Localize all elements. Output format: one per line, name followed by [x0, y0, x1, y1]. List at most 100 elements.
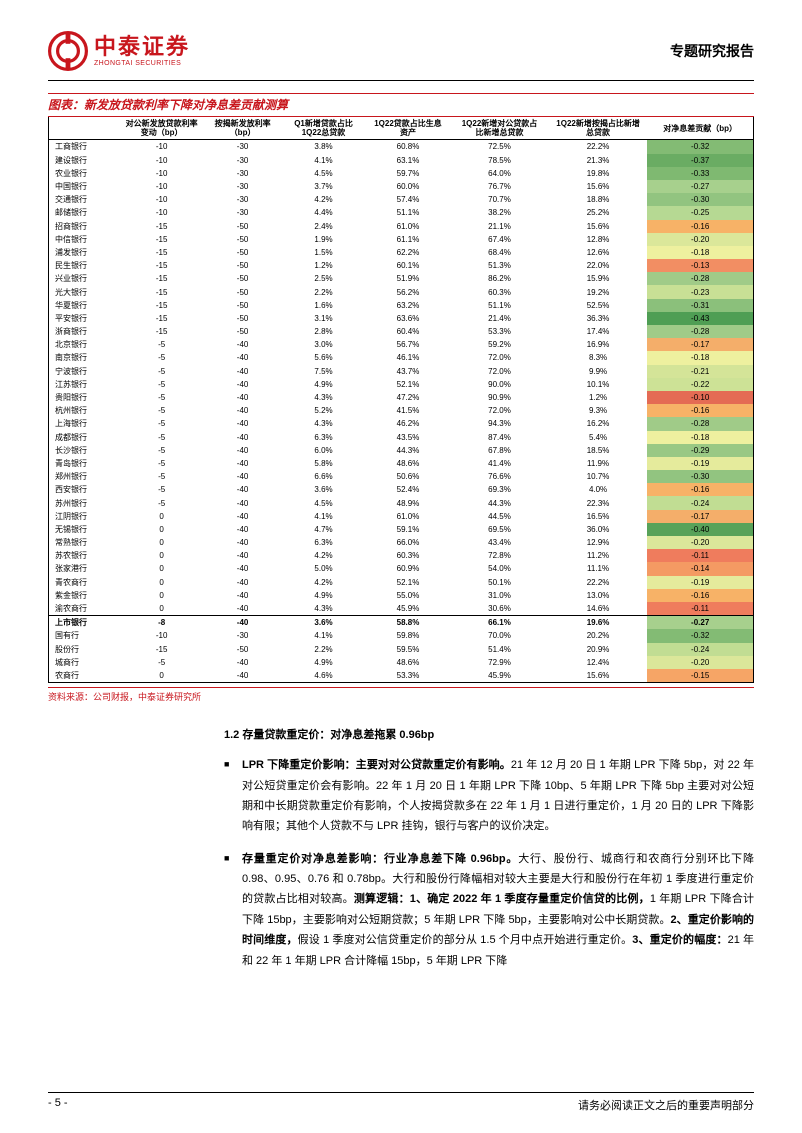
table-cell: 51.3%: [450, 259, 549, 272]
table-cell: -0.11: [647, 549, 753, 562]
table-row: 宁波银行-5-407.5%43.7%72.0%9.9%-0.21: [49, 365, 753, 378]
table-row: 青岛银行-5-405.8%48.6%41.4%11.9%-0.19: [49, 457, 753, 470]
table-cell: 44.3%: [366, 444, 450, 457]
table-row: 江苏银行-5-404.9%52.1%90.0%10.1%-0.22: [49, 378, 753, 391]
table-cell: 90.9%: [450, 391, 549, 404]
table-cell: -0.18: [647, 246, 753, 259]
table-cell: -0.43: [647, 312, 753, 325]
table-cell: 19.6%: [549, 616, 648, 630]
table-cell: 5.4%: [549, 431, 648, 444]
row-name: 城商行: [49, 656, 119, 669]
row-name: 国有行: [49, 629, 119, 642]
table-cell: 63.2%: [366, 299, 450, 312]
paragraph-1: LPR 下降重定价影响：主要对对公贷款重定价有影响。21 年 12 月 20 日…: [224, 755, 754, 836]
table-cell: -30: [204, 193, 281, 206]
table-cell: -50: [204, 246, 281, 259]
table-cell: -5: [119, 444, 203, 457]
table-cell: 8.3%: [549, 351, 648, 364]
table-cell: -15: [119, 325, 203, 338]
table-cell: -0.10: [647, 391, 753, 404]
table-cell: 0: [119, 669, 203, 682]
table-cell: 61.0%: [366, 510, 450, 523]
table-cell: 4.3%: [281, 602, 365, 616]
table-cell: 59.7%: [366, 167, 450, 180]
table-cell: 21.1%: [450, 220, 549, 233]
table-row: 紫金银行0-404.9%55.0%31.0%13.0%-0.16: [49, 589, 753, 602]
table-cell: -40: [204, 365, 281, 378]
table-cell: 36.0%: [549, 523, 648, 536]
table-cell: -0.28: [647, 272, 753, 285]
table-row: 农商行0-404.6%53.3%45.9%15.6%-0.15: [49, 669, 753, 682]
table-header: 1Q22新增按揭占比新增总贷款: [549, 117, 648, 140]
table-cell: 6.6%: [281, 470, 365, 483]
table-cell: -30: [204, 140, 281, 154]
table-cell: -0.19: [647, 576, 753, 589]
row-name: 青岛银行: [49, 457, 119, 470]
footer-disclaimer: 请务必阅读正文之后的重要声明部分: [578, 1097, 754, 1113]
table-cell: 21.3%: [549, 154, 648, 167]
table-cell: -0.19: [647, 457, 753, 470]
row-name: 股份行: [49, 643, 119, 656]
table-cell: 22.0%: [549, 259, 648, 272]
table-cell: 4.3%: [281, 417, 365, 430]
table-cell: 4.2%: [281, 576, 365, 589]
table-cell: 4.9%: [281, 378, 365, 391]
row-name: 江阴银行: [49, 510, 119, 523]
table-row: 民生银行-15-501.2%60.1%51.3%22.0%-0.13: [49, 259, 753, 272]
row-name: 中国银行: [49, 180, 119, 193]
table-cell: -5: [119, 338, 203, 351]
table-row: 华夏银行-15-501.6%63.2%51.1%52.5%-0.31: [49, 299, 753, 312]
table-cell: 9.9%: [549, 365, 648, 378]
table-cell: -0.25: [647, 206, 753, 219]
table-cell: -5: [119, 391, 203, 404]
table-cell: 61.0%: [366, 220, 450, 233]
table-header: [49, 117, 119, 140]
table-cell: 5.8%: [281, 457, 365, 470]
para2-logic3-label: 3、重定价的幅度：: [632, 934, 727, 946]
row-name: 邮储银行: [49, 206, 119, 219]
table-cell: 69.5%: [450, 523, 549, 536]
table-cell: -15: [119, 272, 203, 285]
row-name: 西安银行: [49, 483, 119, 496]
table-row: 无锡银行0-404.7%59.1%69.5%36.0%-0.40: [49, 523, 753, 536]
table-cell: -50: [204, 285, 281, 298]
table-cell: 52.1%: [366, 576, 450, 589]
table-cell: 55.0%: [366, 589, 450, 602]
header-rule: [48, 80, 754, 81]
para1-lead: LPR 下降重定价影响：主要对对公贷款重定价有影响。: [242, 759, 511, 771]
table-cell: -50: [204, 643, 281, 656]
table-cell: -50: [204, 312, 281, 325]
row-name: 平安银行: [49, 312, 119, 325]
table-cell: -40: [204, 431, 281, 444]
table-row: 南京银行-5-405.6%46.1%72.0%8.3%-0.18: [49, 351, 753, 364]
table-cell: -15: [119, 299, 203, 312]
table-cell: 9.3%: [549, 404, 648, 417]
table-cell: 21.4%: [450, 312, 549, 325]
table-row: 光大银行-15-502.2%56.2%60.3%19.2%-0.23: [49, 285, 753, 298]
table-row: 贵阳银行-5-404.3%47.2%90.9%1.2%-0.10: [49, 391, 753, 404]
table-cell: 56.7%: [366, 338, 450, 351]
table-cell: 4.9%: [281, 656, 365, 669]
row-name: 农业银行: [49, 167, 119, 180]
table-row: 北京银行-5-403.0%56.7%59.2%16.9%-0.17: [49, 338, 753, 351]
table-cell: 7.5%: [281, 365, 365, 378]
table-cell: 45.9%: [366, 602, 450, 616]
table-cell: 3.6%: [281, 616, 365, 630]
table-cell: 90.0%: [450, 378, 549, 391]
table-cell: 59.1%: [366, 523, 450, 536]
table-cell: 58.8%: [366, 616, 450, 630]
table-cell: 41.4%: [450, 457, 549, 470]
table-cell: 13.0%: [549, 589, 648, 602]
table-row: 建设银行-10-304.1%63.1%78.5%21.3%-0.37: [49, 154, 753, 167]
row-name: 华夏银行: [49, 299, 119, 312]
table-cell: 19.2%: [549, 285, 648, 298]
table-cell: -0.14: [647, 562, 753, 575]
table-cell: 2.2%: [281, 285, 365, 298]
table-row: 江阴银行0-404.1%61.0%44.5%16.5%-0.17: [49, 510, 753, 523]
table-row: 农业银行-10-304.5%59.7%64.0%19.8%-0.33: [49, 167, 753, 180]
table-cell: -40: [204, 470, 281, 483]
table-cell: 5.0%: [281, 562, 365, 575]
table-cell: -5: [119, 404, 203, 417]
row-name: 上市银行: [49, 616, 119, 630]
table-cell: -0.33: [647, 167, 753, 180]
